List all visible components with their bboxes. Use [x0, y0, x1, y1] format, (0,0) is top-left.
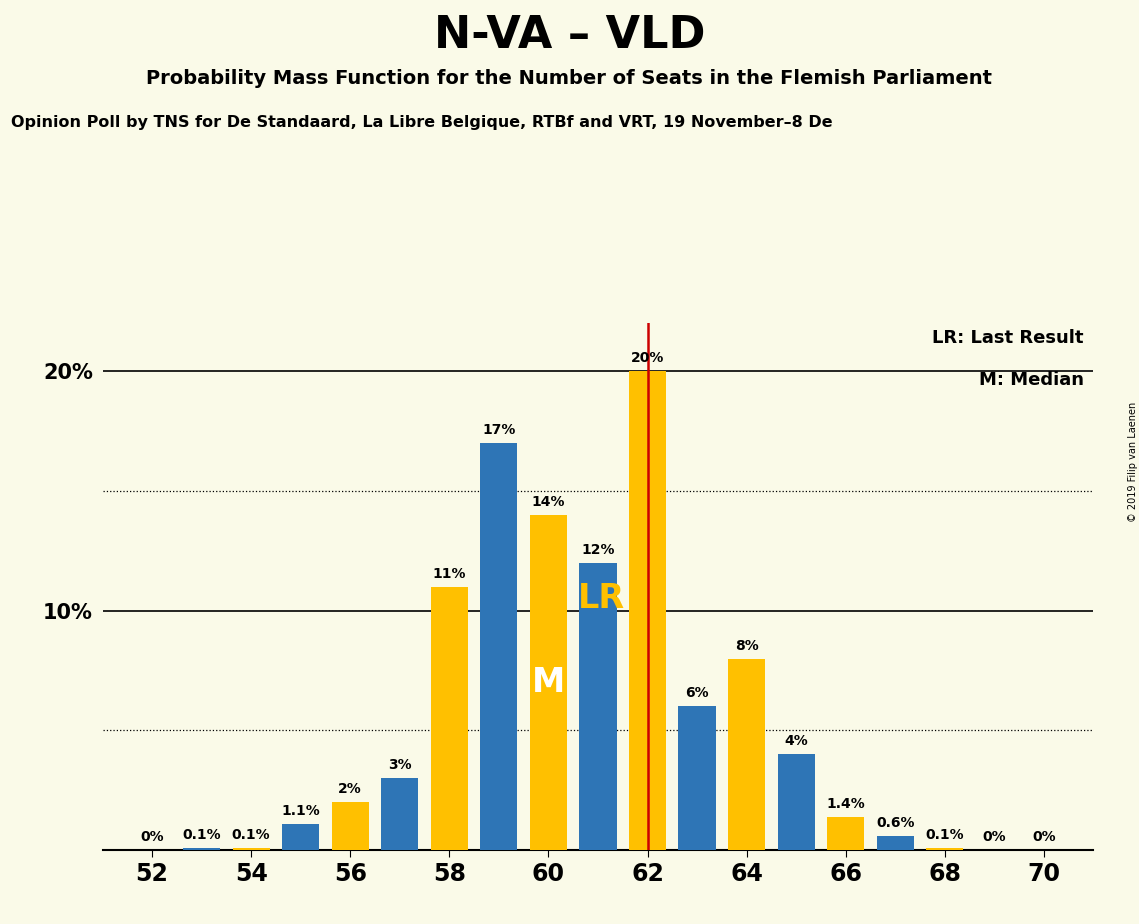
- Text: 1.1%: 1.1%: [281, 804, 320, 818]
- Text: 11%: 11%: [433, 566, 466, 581]
- Text: 6%: 6%: [686, 687, 708, 700]
- Bar: [877, 835, 913, 850]
- Text: N-VA – VLD: N-VA – VLD: [434, 14, 705, 57]
- Bar: [629, 371, 666, 850]
- Text: LR: Last Result: LR: Last Result: [932, 329, 1083, 346]
- Text: Probability Mass Function for the Number of Seats in the Flemish Parliament: Probability Mass Function for the Number…: [147, 69, 992, 89]
- Bar: [679, 707, 715, 850]
- Text: 0.1%: 0.1%: [182, 828, 221, 842]
- Bar: [183, 847, 220, 850]
- Text: 0.1%: 0.1%: [926, 828, 964, 842]
- Bar: [481, 444, 517, 850]
- Text: 0%: 0%: [983, 830, 1006, 845]
- Text: 20%: 20%: [631, 351, 664, 365]
- Text: 0%: 0%: [140, 830, 164, 845]
- Text: 17%: 17%: [482, 423, 516, 437]
- Text: LR: LR: [579, 582, 625, 615]
- Bar: [232, 847, 270, 850]
- Text: 0.1%: 0.1%: [232, 828, 270, 842]
- Text: 1.4%: 1.4%: [826, 796, 866, 810]
- Text: 14%: 14%: [532, 495, 565, 509]
- Text: 0.6%: 0.6%: [876, 816, 915, 830]
- Bar: [778, 754, 814, 850]
- Text: M: M: [532, 666, 565, 699]
- Bar: [530, 515, 567, 850]
- Text: M: Median: M: Median: [978, 371, 1083, 389]
- Bar: [580, 563, 616, 850]
- Text: Opinion Poll by TNS for De Standaard, La Libre Belgique, RTBf and VRT, 19 Novemb: Opinion Poll by TNS for De Standaard, La…: [11, 116, 833, 130]
- Bar: [331, 802, 369, 850]
- Text: 3%: 3%: [388, 759, 411, 772]
- Bar: [431, 587, 468, 850]
- Text: 8%: 8%: [735, 638, 759, 652]
- Bar: [728, 659, 765, 850]
- Bar: [282, 824, 319, 850]
- Bar: [382, 778, 418, 850]
- Bar: [926, 847, 964, 850]
- Text: 2%: 2%: [338, 783, 362, 796]
- Text: © 2019 Filip van Laenen: © 2019 Filip van Laenen: [1128, 402, 1138, 522]
- Bar: [827, 817, 865, 850]
- Text: 4%: 4%: [785, 735, 808, 748]
- Text: 0%: 0%: [1032, 830, 1056, 845]
- Text: 12%: 12%: [581, 542, 615, 557]
